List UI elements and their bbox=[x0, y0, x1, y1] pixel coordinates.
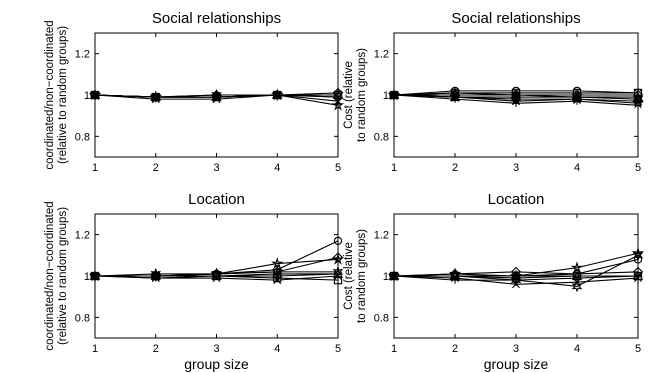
data-point bbox=[152, 93, 160, 101]
y-tick-label: 1 bbox=[84, 90, 90, 102]
data-point bbox=[390, 272, 398, 280]
x-tick-label: 2 bbox=[452, 343, 458, 355]
data-point bbox=[510, 88, 522, 102]
panel-4: Location 1 2 3 4 5 0.8 1 1.2 Cost (relativeto ran… bbox=[343, 191, 645, 372]
data-point bbox=[332, 252, 344, 263]
data-point bbox=[89, 88, 101, 102]
x-tick-label: 2 bbox=[153, 343, 159, 355]
data-point bbox=[89, 269, 101, 283]
x-tick-label: 4 bbox=[574, 343, 580, 355]
y-tick-label: 1.2 bbox=[75, 230, 90, 242]
y-tick-label: 1.2 bbox=[374, 49, 389, 61]
data-point bbox=[212, 93, 221, 101]
x-tick-label: 1 bbox=[391, 343, 397, 355]
panel-2: Social relationships 1 2 3 4 5 0.8 1 1.2 Cost (re… bbox=[343, 10, 645, 174]
y-axis-label: coordinated/non−coordinated(relative to … bbox=[44, 201, 69, 350]
y-axis-label-line: Cost (relative bbox=[343, 242, 355, 310]
y-tick-label: 1 bbox=[84, 271, 90, 283]
x-tick-label: 4 bbox=[574, 162, 580, 174]
x-tick-label: 4 bbox=[274, 162, 280, 174]
data-point bbox=[334, 270, 342, 278]
data-point bbox=[271, 257, 284, 269]
x-tick-label: 2 bbox=[153, 162, 159, 174]
y-axis-label-line: Cost (relative bbox=[343, 61, 355, 129]
y-tick-label: 1.2 bbox=[374, 230, 389, 242]
data-point bbox=[573, 97, 581, 105]
x-tick-label: 5 bbox=[635, 343, 641, 355]
data-point bbox=[632, 249, 644, 262]
x-axis-label: group size bbox=[484, 356, 549, 372]
x-axis-label: group size bbox=[184, 356, 249, 372]
panel-title: Location bbox=[488, 191, 545, 208]
data-point bbox=[273, 91, 281, 99]
data-point bbox=[334, 93, 342, 101]
y-axis-label: coordinated/non−coordinated(relative to … bbox=[44, 20, 69, 169]
y-axis-label-line: coordinated/non−coordinated bbox=[44, 20, 56, 169]
series-plus bbox=[91, 91, 342, 101]
x-tick-label: 5 bbox=[635, 162, 641, 174]
data-point bbox=[631, 246, 645, 259]
y-axis-label: Cost (relativeto random groups) bbox=[343, 229, 368, 323]
data-point bbox=[91, 272, 99, 280]
data-point bbox=[510, 274, 522, 287]
series-plus bbox=[91, 270, 342, 282]
data-point bbox=[451, 95, 459, 103]
series-line bbox=[393, 92, 639, 100]
y-axis-label-line: to random groups) bbox=[356, 48, 368, 142]
y-tick-label: 1 bbox=[383, 271, 389, 283]
x-tick-label: 3 bbox=[213, 162, 219, 174]
data-point bbox=[273, 276, 282, 285]
data-point bbox=[273, 272, 281, 280]
data-point bbox=[571, 280, 583, 293]
series-plus bbox=[390, 91, 642, 109]
x-tick-label: 5 bbox=[335, 343, 341, 355]
x-tick-label: 5 bbox=[335, 162, 341, 174]
x-tick-label: 3 bbox=[513, 343, 519, 355]
x-tick-label: 1 bbox=[391, 162, 397, 174]
x-tick-label: 1 bbox=[92, 343, 98, 355]
y-axis-label-line: to random groups) bbox=[356, 229, 368, 323]
data-point bbox=[512, 99, 520, 107]
y-tick-label: 0.8 bbox=[75, 312, 90, 324]
x-tick-label: 3 bbox=[213, 343, 219, 355]
panel-1: Social relationships 1 2 3 4 5 0.8 1 1.2 coordina… bbox=[44, 10, 345, 174]
panel-3: Location 1 2 3 4 5 0.8 1 1.2 coordinated/non−coor… bbox=[44, 191, 345, 372]
data-point bbox=[570, 261, 584, 274]
y-tick-label: 0.8 bbox=[374, 131, 389, 143]
data-point bbox=[390, 91, 398, 99]
x-tick-label: 3 bbox=[513, 162, 519, 174]
data-point bbox=[512, 276, 520, 284]
panel-title: Location bbox=[188, 191, 245, 208]
data-point bbox=[152, 274, 160, 282]
panel-title: Social relationships bbox=[152, 10, 281, 27]
series-plus bbox=[390, 272, 642, 284]
data-point bbox=[573, 274, 581, 282]
data-point bbox=[333, 236, 343, 246]
y-axis-label-line: (relative to random groups) bbox=[57, 26, 69, 164]
series-hexagram bbox=[388, 86, 644, 106]
data-point bbox=[388, 269, 400, 283]
data-point bbox=[334, 97, 342, 106]
data-point bbox=[150, 90, 162, 104]
y-tick-label: 0.8 bbox=[374, 312, 389, 324]
data-point bbox=[634, 272, 642, 280]
panel-title: Social relationships bbox=[451, 10, 580, 27]
data-point bbox=[451, 276, 459, 284]
data-point bbox=[331, 252, 345, 265]
y-axis-label-line: coordinated/non−coordinated bbox=[44, 201, 56, 350]
data-point bbox=[212, 272, 221, 280]
y-axis-label-line: (relative to random groups) bbox=[57, 207, 69, 345]
data-point bbox=[271, 88, 283, 102]
y-tick-label: 1.2 bbox=[75, 49, 90, 61]
x-tick-label: 2 bbox=[452, 162, 458, 174]
y-tick-label: 1 bbox=[383, 90, 389, 102]
data-point bbox=[91, 91, 99, 99]
x-tick-label: 4 bbox=[274, 343, 280, 355]
y-axis-label: Cost (relativeto random groups) bbox=[343, 48, 368, 142]
data-point bbox=[388, 88, 400, 102]
data-point bbox=[634, 101, 642, 109]
y-tick-label: 0.8 bbox=[75, 131, 90, 143]
x-tick-label: 1 bbox=[92, 162, 98, 174]
